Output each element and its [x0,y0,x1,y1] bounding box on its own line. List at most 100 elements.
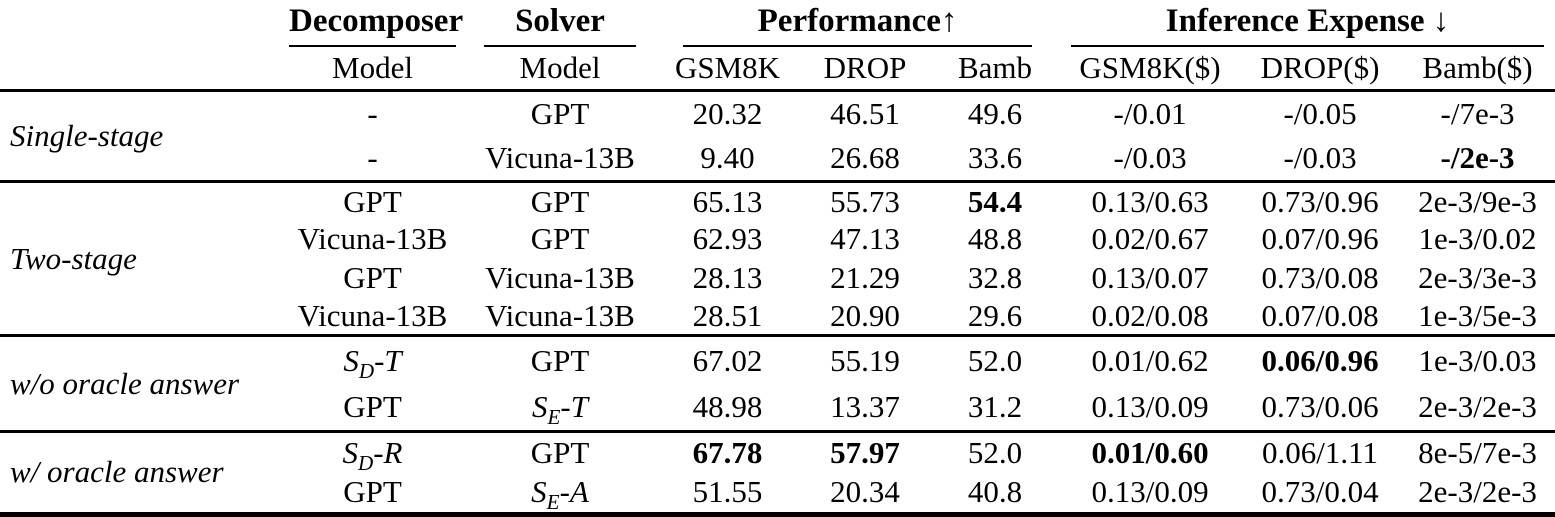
decomposer-cell: SD-R [280,431,465,473]
col-header-model-decomposer: Model [332,49,413,85]
symbol-base: S [532,388,548,424]
drop-value: 20.90 [830,297,900,333]
col-header-drop: DROP [823,49,907,85]
group-header-expense-label: Inference Expense ↓ [1071,1,1545,47]
group-header-decomposer-label: Decomposer [289,1,463,47]
bamb-cost-value: 2e-3/2e-3 [1418,388,1537,424]
gsm8k-cost-value: 0.01/0.60 [1091,434,1209,470]
table-row: GPT SE-T 48.98 13.37 31.2 0.13/0.09 0.73… [0,384,1555,432]
bamb-cost-value: -/7e-3 [1440,95,1515,131]
drop-value: 13.37 [830,388,900,424]
bamb-value: 52.0 [967,434,1023,470]
table-row: w/ oracle answer SD-R GPT 67.78 57.97 52… [0,431,1555,490]
drop-value: 21.29 [830,259,900,295]
row-label-wo-oracle: w/o oracle answer [10,365,240,401]
gsm8k-value: 9.40 [700,139,755,175]
drop-cost-value: 0.06/1.11 [1262,434,1379,470]
gsm8k-cost-value: -/0.03 [1113,139,1187,175]
solver-cell: GPT [530,95,590,131]
bamb-value: 32.8 [967,259,1023,295]
solver-cell: Vicuna-13B [485,139,635,175]
solver-cell: Vicuna-13B [485,297,635,333]
bamb-value: 40.8 [967,474,1023,510]
decomposer-cell: - [367,139,378,175]
bamb-value: 54.4 [967,183,1023,219]
drop-cost-value: 0.07/0.08 [1261,297,1379,333]
gsm8k-cost-value: 0.01/0.62 [1091,342,1209,378]
bamb-cost-value: 2e-3/2e-3 [1418,474,1537,510]
symbol-rest: -T [560,388,588,424]
solver-cell: GPT [530,221,590,257]
gsm8k-value: 67.02 [692,342,763,378]
group-header-decomposer: Decomposer [280,0,465,47]
bamb-cost-value: 1e-3/0.02 [1418,221,1537,257]
drop-value: 55.19 [830,342,900,378]
bamb-cost-value: 8e-5/7e-3 [1418,434,1537,470]
solver-cell: GPT [530,342,590,378]
decomposer-cell: - [367,95,378,131]
drop-cost-value: 0.73/0.96 [1261,183,1379,219]
symbol-rest: -T [374,342,402,378]
gsm8k-value: 48.98 [692,388,763,424]
bamb-value: 49.6 [967,95,1023,131]
decomposer-cell: GPT [343,183,402,219]
gsm8k-value: 28.13 [692,259,763,295]
group-header-expense: Inference Expense ↓ [1060,0,1555,47]
corner-spacer [0,47,280,90]
gsm8k-value: 65.13 [692,183,763,219]
bamb-value: 33.6 [967,139,1023,175]
table-row: Vicuna-13B GPT 62.93 47.13 48.8 0.02/0.6… [0,220,1555,258]
solver-cell: SE-T [465,384,655,432]
solver-cell: GPT [530,183,590,219]
math-symbol: SD-R [342,434,403,473]
symbol-subscript: E [546,490,560,515]
gsm8k-cost-value: 0.13/0.07 [1091,259,1209,295]
column-header-row: Model Model GSM8K DROP Bamb GSM8K($) DRO… [0,47,1555,90]
bamb-value: 48.8 [967,221,1023,257]
gsm8k-cost-value: 0.02/0.67 [1091,221,1209,257]
gsm8k-value: 51.55 [692,474,763,510]
gsm8k-value: 28.51 [692,297,763,333]
col-header-gsm8k-cost: GSM8K($) [1079,49,1221,85]
group-header-solver-label: Solver [484,1,636,47]
gsm8k-cost-value: 0.13/0.09 [1091,388,1209,424]
drop-value: 26.68 [830,139,900,175]
table-row: - Vicuna-13B 9.40 26.68 33.6 -/0.03 -/0.… [0,136,1555,182]
math-symbol: SE-A [531,474,589,513]
symbol-subscript: D [358,451,374,473]
group-header-performance: Performance↑ [655,0,1060,47]
symbol-subscript: D [358,358,375,383]
symbol-rest: -R [373,434,403,470]
table-row: Vicuna-13B Vicuna-13B 28.51 20.90 29.6 0… [0,297,1555,336]
table-row: w/o oracle answer SD-T GPT 67.02 55.19 5… [0,336,1555,401]
symbol-subscript: E [547,405,561,430]
drop-cost-value: -/0.03 [1283,139,1357,175]
col-header-gsm8k: GSM8K [674,49,781,85]
bamb-cost-value: 1e-3/5e-3 [1418,297,1537,333]
group-header-row: Decomposer Solver Performance↑ Inference… [0,0,1555,47]
bamb-cost-value: 2e-3/3e-3 [1418,259,1537,295]
col-header-model-solver: Model [519,49,601,85]
gsm8k-value: 62.93 [692,221,763,257]
table-row: Single-stage - GPT 20.32 46.51 49.6 -/0.… [0,90,1555,153]
drop-cost-value: -/0.05 [1283,95,1357,131]
symbol-rest: -A [559,474,589,510]
single-stage-block: Single-stage - GPT 20.32 46.51 49.6 -/0.… [0,90,1555,181]
col-header-drop-cost: DROP($) [1260,49,1380,85]
drop-cost-value: 0.07/0.96 [1261,221,1379,257]
with-oracle-block: w/ oracle answer SD-R GPT 67.78 57.97 52… [0,431,1555,514]
solver-cell: Vicuna-13B [485,259,635,295]
drop-value: 46.51 [830,95,900,131]
gsm8k-cost-value: -/0.01 [1113,95,1187,131]
solver-cell: GPT [530,434,590,470]
table-row: GPT Vicuna-13B 28.13 21.29 32.8 0.13/0.0… [0,259,1555,297]
symbol-base: S [342,434,359,470]
drop-value: 55.73 [830,183,900,219]
decomposer-cell: GPT [343,388,402,424]
bamb-value: 29.6 [967,297,1023,333]
group-header-performance-label: Performance↑ [683,1,1033,47]
decomposer-cell: Vicuna-13B [297,221,448,257]
decomposer-cell: GPT [343,474,402,510]
